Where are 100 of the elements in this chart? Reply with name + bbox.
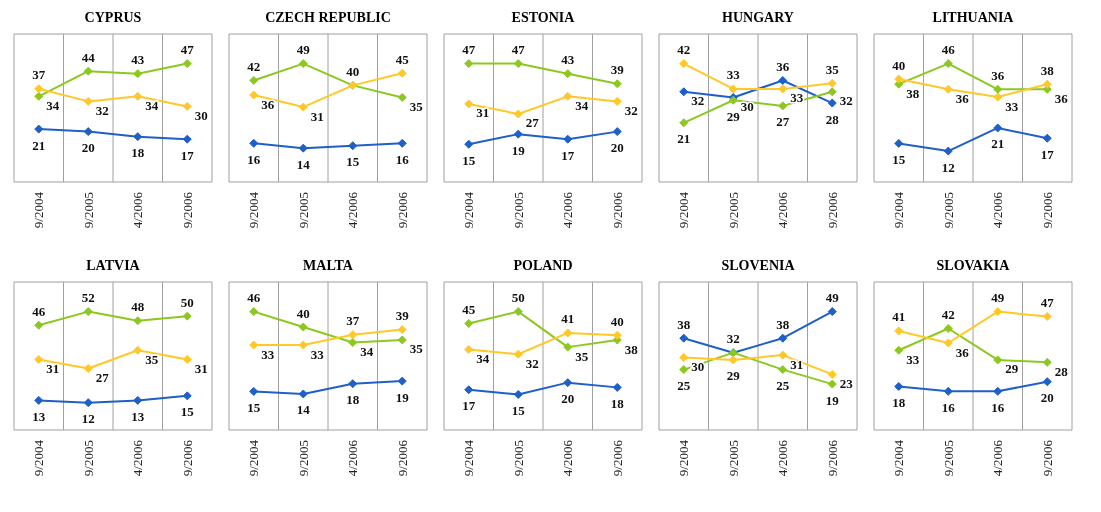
data-label: 32 — [525, 355, 539, 371]
point — [182, 391, 192, 401]
point — [612, 79, 622, 89]
point — [993, 123, 1003, 133]
data-label: 13 — [131, 408, 145, 424]
data-label: 20 — [610, 140, 624, 156]
point — [563, 69, 573, 79]
x-tick-label: 9/2004 — [461, 191, 477, 229]
point — [249, 90, 259, 100]
data-label: 34 — [360, 343, 374, 359]
x-tick-label: 9/2006 — [824, 439, 840, 477]
data-label: 49 — [825, 290, 840, 306]
data-label: 36 — [991, 67, 1005, 83]
point — [348, 337, 358, 347]
data-label: 30 — [740, 98, 754, 114]
point — [249, 307, 259, 317]
x-tick-label: 9/2006 — [394, 439, 410, 477]
data-label: 15 — [346, 154, 360, 170]
data-label: 49 — [991, 290, 1005, 306]
data-label: 28 — [825, 111, 840, 127]
point — [943, 84, 953, 94]
data-label: 28 — [1054, 363, 1069, 379]
data-label: 36 — [955, 90, 970, 106]
point — [34, 91, 44, 101]
data-label: 32 — [95, 102, 109, 118]
x-tick-label: 9/2005 — [940, 440, 956, 477]
point — [894, 74, 904, 84]
point — [894, 138, 904, 148]
data-label: 31 — [46, 360, 60, 376]
data-label: 15 — [462, 152, 476, 168]
point — [298, 143, 308, 153]
data-label: 20 — [561, 391, 575, 407]
point — [993, 386, 1003, 396]
point — [827, 87, 837, 97]
point — [397, 335, 407, 345]
data-label: 43 — [131, 52, 145, 68]
data-label: 46 — [247, 290, 261, 306]
data-label: 33 — [310, 346, 325, 362]
point — [83, 364, 93, 374]
point — [827, 307, 837, 317]
point — [298, 59, 308, 69]
data-label: 49 — [296, 42, 311, 58]
data-label: 34 — [145, 97, 159, 113]
data-label: 35 — [575, 348, 589, 364]
data-label: 27 — [95, 370, 110, 386]
point — [827, 369, 837, 379]
data-label: 47 — [462, 42, 476, 58]
x-tick-label: 4/2006 — [560, 439, 576, 477]
point — [397, 138, 407, 148]
point — [397, 376, 407, 386]
data-label: 15 — [247, 399, 261, 415]
x-tick-label: 4/2006 — [130, 191, 146, 229]
data-label: 37 — [32, 67, 46, 83]
data-label: 17 — [561, 147, 575, 163]
x-tick-label: 9/2004 — [246, 439, 262, 477]
point — [894, 382, 904, 392]
point — [464, 318, 474, 328]
data-label: 48 — [131, 299, 145, 315]
point — [993, 92, 1003, 102]
chart-title: CYPRUS — [83, 9, 143, 27]
point — [182, 59, 192, 69]
point — [993, 355, 1003, 365]
x-tick-label: 4/2006 — [990, 439, 1006, 477]
data-label: 34 — [476, 350, 490, 366]
data-label: 38 — [677, 316, 691, 332]
data-label: 29 — [726, 368, 741, 384]
chart-title: SLOVENIA — [720, 257, 796, 275]
point — [464, 99, 474, 109]
point — [34, 124, 44, 134]
data-label: 21 — [991, 136, 1005, 152]
point — [298, 389, 308, 399]
data-label: 29 — [726, 108, 741, 124]
data-label: 47 — [511, 42, 526, 58]
data-label: 40 — [296, 305, 310, 321]
data-label: 41 — [561, 311, 575, 327]
x-tick-label: 9/2004 — [891, 191, 907, 229]
point — [249, 138, 259, 148]
data-label: 16 — [991, 399, 1005, 415]
point — [83, 127, 93, 137]
data-label: 27 — [776, 114, 790, 130]
data-label: 30 — [194, 107, 208, 123]
x-tick-label: 4/2006 — [990, 191, 1006, 229]
point — [182, 134, 192, 144]
point — [133, 132, 143, 142]
data-label: 32 — [726, 331, 740, 347]
data-label: 47 — [1040, 294, 1055, 310]
point — [34, 84, 44, 94]
chart-title: POLAND — [512, 257, 574, 275]
point — [679, 353, 689, 363]
data-label: 33 — [906, 351, 920, 367]
point — [679, 365, 689, 375]
point — [993, 307, 1003, 317]
data-label: 20 — [81, 140, 95, 156]
data-label: 36 — [776, 59, 790, 75]
point — [133, 345, 143, 355]
point — [563, 328, 573, 338]
data-label: 38 — [1040, 62, 1055, 78]
x-tick-label: 9/2004 — [31, 439, 47, 477]
data-label: 15 — [892, 151, 906, 167]
point — [1042, 311, 1052, 321]
